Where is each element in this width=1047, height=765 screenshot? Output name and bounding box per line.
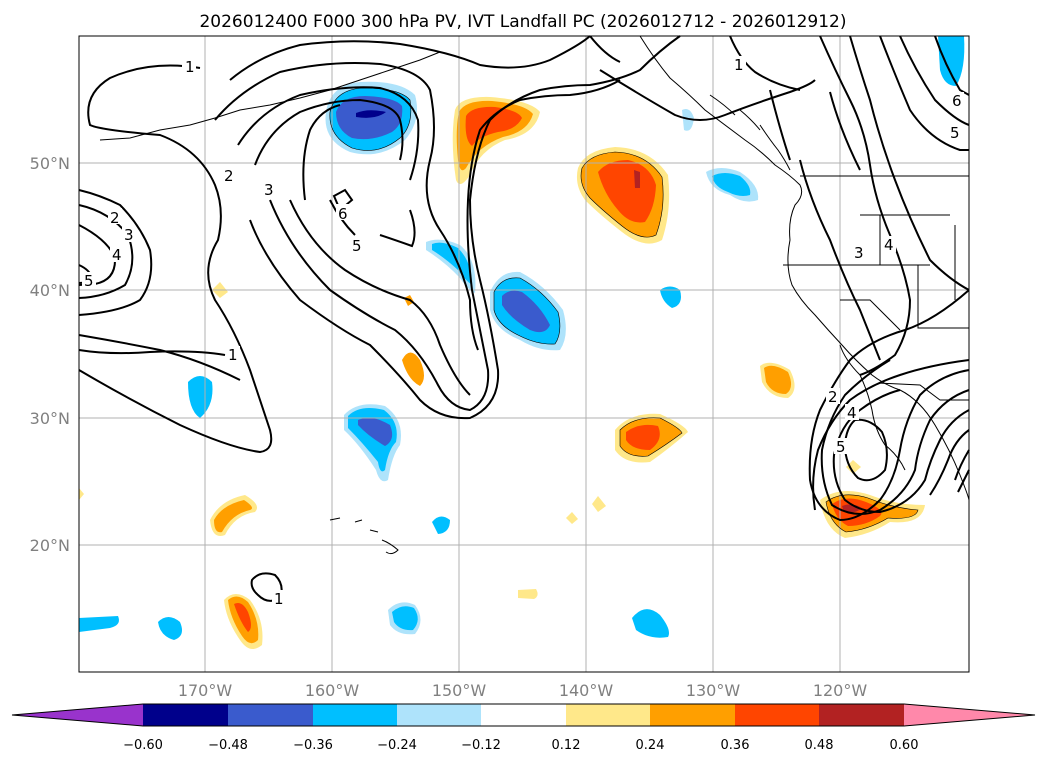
lat-label: 50°N bbox=[30, 154, 70, 173]
neg-anomaly-blob bbox=[392, 606, 418, 631]
pv-shading bbox=[79, 36, 965, 649]
contour-label: 2 bbox=[828, 388, 838, 406]
colorbar-tick-label: 0.60 bbox=[890, 738, 919, 753]
colorbar-segment bbox=[566, 704, 650, 726]
colorbar-segment bbox=[228, 704, 313, 726]
contour-label: 1 bbox=[185, 58, 195, 76]
colorbar-tick-label: 0.12 bbox=[552, 738, 581, 753]
pos-anomaly-blob bbox=[402, 352, 424, 386]
contour-label: 1 bbox=[274, 590, 284, 608]
contour-label: 4 bbox=[112, 246, 122, 264]
contour-label: 4 bbox=[847, 404, 857, 422]
neg-anomaly-blob bbox=[632, 609, 669, 638]
coastlines bbox=[99, 35, 970, 602]
contour-label: 6 bbox=[338, 205, 348, 223]
neg-anomaly-blob bbox=[938, 36, 965, 86]
contour-label: 2 bbox=[224, 167, 234, 185]
colorbar-segment bbox=[819, 704, 904, 726]
neg-anomaly-blob bbox=[356, 110, 386, 118]
pos-anomaly-blob bbox=[465, 106, 522, 146]
neg-anomaly-blob bbox=[712, 173, 751, 196]
pos-anomaly-blob bbox=[598, 160, 656, 223]
contour-label: 3 bbox=[124, 226, 134, 244]
contour-labels: 1 2 3 6 5 2 3 4 5 1 1 6 5 4 bbox=[82, 56, 964, 608]
contour-label: 5 bbox=[352, 237, 362, 255]
neg-anomaly-blob bbox=[158, 617, 182, 640]
contour-label: 5 bbox=[950, 124, 960, 142]
lon-labels: 170°W 160°W 150°W 140°W 130°W 120°W bbox=[178, 681, 868, 700]
contour-label: 2 bbox=[110, 209, 120, 227]
lat-labels: 50°N 40°N 30°N 20°N bbox=[30, 154, 70, 555]
pv-contours bbox=[78, 35, 970, 522]
pos-anomaly-blob bbox=[626, 424, 660, 450]
pos-anomaly-blob bbox=[518, 589, 538, 599]
colorbar-tick-label: −0.24 bbox=[377, 738, 417, 753]
lat-label: 30°N bbox=[30, 409, 70, 428]
colorbar-segment bbox=[735, 704, 819, 726]
colorbar-segment bbox=[481, 704, 566, 726]
colorbar-tick-label: −0.12 bbox=[461, 738, 501, 753]
neg-anomaly-blob bbox=[79, 616, 119, 632]
pos-anomaly-blob bbox=[634, 170, 640, 188]
lon-label: 140°W bbox=[559, 681, 614, 700]
colorbar-tick-label: 0.48 bbox=[805, 738, 834, 753]
map-panel: 1 2 3 6 5 2 3 4 5 1 1 6 5 4 bbox=[78, 35, 970, 673]
colorbar-extend-high bbox=[904, 704, 1035, 726]
lon-label: 170°W bbox=[178, 681, 233, 700]
contour-label: 5 bbox=[836, 438, 846, 456]
colorbar-segment bbox=[397, 704, 481, 726]
contour-label: 1 bbox=[228, 346, 238, 364]
colorbar: −0.60 −0.48 −0.36 −0.24 −0.12 0.12 0.24 … bbox=[11, 703, 1036, 753]
map-frame bbox=[78, 35, 970, 673]
colorbar-segment bbox=[313, 704, 397, 726]
neg-anomaly-blob bbox=[188, 376, 213, 418]
neg-anomaly-blob bbox=[502, 290, 550, 333]
neg-anomaly-blob bbox=[358, 417, 393, 446]
contour-label: 1 bbox=[734, 56, 744, 74]
pos-anomaly-blob bbox=[592, 496, 606, 512]
pos-anomaly-blob bbox=[79, 488, 84, 500]
contour-label: 3 bbox=[264, 181, 274, 199]
pos-anomaly-blob bbox=[846, 460, 861, 474]
anomaly-outlines bbox=[329, 87, 919, 533]
pos-anomaly-blob bbox=[764, 365, 792, 394]
gridlines bbox=[79, 36, 969, 672]
pos-anomaly-blob bbox=[566, 512, 578, 524]
lon-label: 150°W bbox=[432, 681, 487, 700]
lon-label: 130°W bbox=[686, 681, 741, 700]
neg-anomaly-blob bbox=[660, 286, 681, 308]
contour-label: 3 bbox=[854, 244, 864, 262]
colorbar-segment bbox=[650, 704, 735, 726]
neg-anomaly-blob bbox=[432, 516, 450, 534]
lat-label: 20°N bbox=[30, 536, 70, 555]
contour-label: 6 bbox=[952, 92, 962, 110]
contour-label: 5 bbox=[84, 272, 94, 290]
lon-label: 160°W bbox=[305, 681, 360, 700]
contour-label: 4 bbox=[884, 236, 894, 254]
pos-anomaly-blob bbox=[234, 603, 251, 632]
colorbar-tick-label: −0.36 bbox=[293, 738, 333, 753]
lat-label: 40°N bbox=[30, 281, 70, 300]
colorbar-tick-label: 0.36 bbox=[721, 738, 750, 753]
colorbar-tick-label: −0.48 bbox=[208, 738, 248, 753]
neg-anomaly-blob bbox=[682, 109, 694, 131]
lon-label: 120°W bbox=[813, 681, 868, 700]
map-title: 2026012400 F000 300 hPa PV, IVT Landfall… bbox=[199, 12, 846, 32]
colorbar-tick-label: −0.60 bbox=[123, 738, 163, 753]
colorbar-extend-low bbox=[12, 704, 143, 726]
colorbar-tick-label: 0.24 bbox=[636, 738, 665, 753]
colorbar-segment bbox=[143, 704, 228, 726]
pos-anomaly-blob bbox=[214, 500, 252, 533]
